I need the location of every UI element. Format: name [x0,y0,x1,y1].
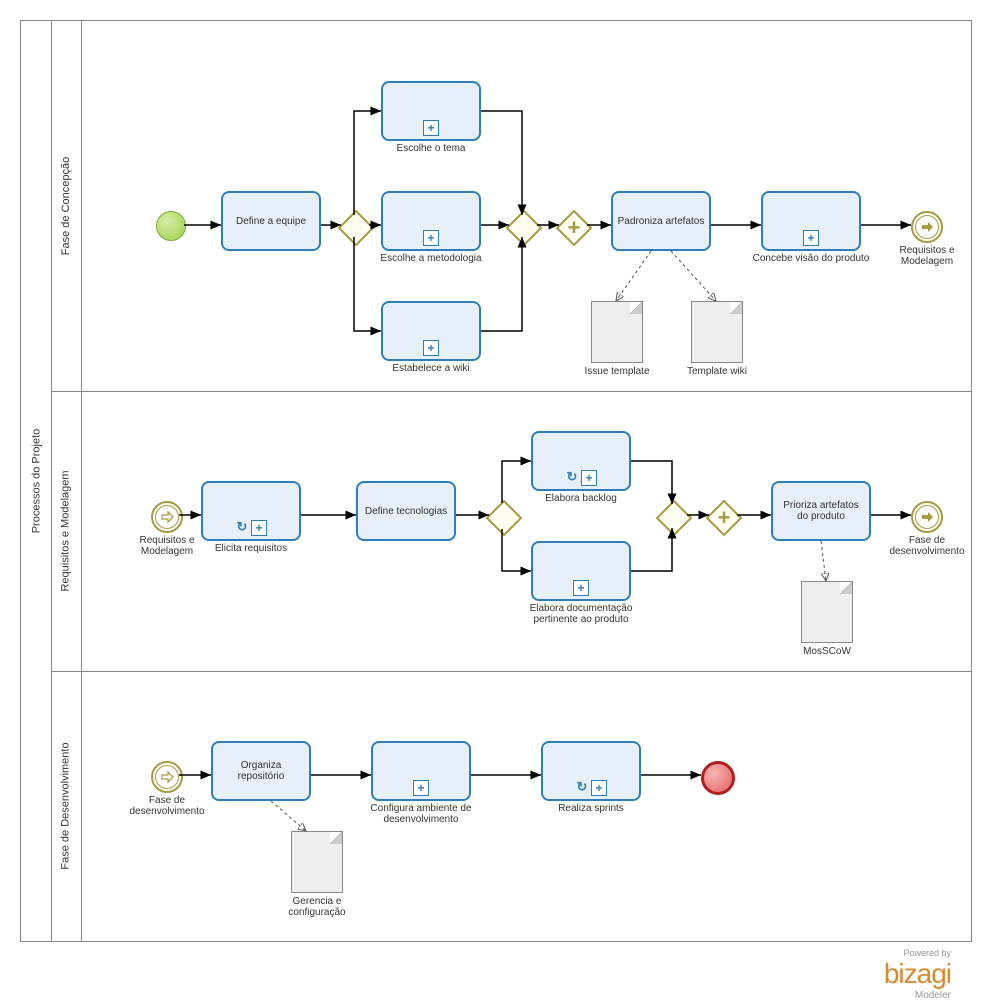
subprocess-marker-icon: + [803,230,819,246]
task-label: Define tecnologias [365,506,447,517]
lane-desenvolvimento: Fase de Desenvolvimento Fase de desenvol… [51,671,971,941]
gateway-split-2 [486,500,523,537]
data-object-issue-template: Issue template [591,301,643,363]
marker-group: ↻ + [565,470,597,486]
logo-brand-text: bizagi [884,958,951,990]
task-label: Realiza sprints [558,803,624,814]
event-label: Fase de desenvolvimento [127,795,207,817]
task-concebe-visao: + Concebe visão do produto [761,191,861,251]
lane-label-text-3: Fase de Desenvolvimento [60,742,72,869]
lane-label-concepcao: Fase de Concepção [51,21,82,391]
lane-label-desenvolvimento: Fase de Desenvolvimento [51,671,82,941]
task-organiza-repo: Organiza repositório [211,741,311,801]
bizagi-logo: Powered by bizagi Modeler [884,948,951,1001]
data-object-moscow: MosSCoW [801,581,853,643]
task-escolhe-metodologia: + Escolhe a metodologia [381,191,481,251]
pool-label: Processos do Projeto [21,21,52,941]
subprocess-marker-icon: + [423,340,439,356]
task-backlog: ↻ + Elabora backlog [531,431,631,491]
task-label: Elicita requisitos [215,543,287,554]
task-doc-produto: + Elabora documentação pertinente ao pro… [531,541,631,601]
gateway-parallel-1: + [556,210,593,247]
task-prioriza: Prioriza artefatos do produto [771,481,871,541]
task-padroniza: Padroniza artefatos [611,191,711,251]
event-label: Fase de desenvolvimento [887,535,967,557]
lane-requisitos: Requisitos e Modelagem Requisitos e Mode… [51,391,971,672]
subprocess-marker-icon: + [573,580,589,596]
subprocess-marker-icon: + [413,780,429,796]
task-label: Escolhe o tema [397,143,466,154]
loop-marker-icon: ↻ [565,470,579,484]
task-define-tecnologias: Define tecnologias [356,481,456,541]
data-object-template-wiki: Template wiki [691,301,743,363]
lane-label-requisitos: Requisitos e Modelagem [51,391,82,671]
lane-concepcao: Fase de Concepção Define a equipe + Esco… [51,21,971,392]
gateway-join-1 [506,210,543,247]
logo-powered-text: Powered by [884,948,951,958]
lane-content-1: Define a equipe + Escolhe o tema + Escol… [81,21,971,391]
gateway-split-1 [338,210,375,247]
lane-content-3: Fase de desenvolvimento Organiza reposit… [81,671,971,941]
task-label: Elabora documentação pertinente ao produ… [516,603,646,625]
lane-label-text-2: Requisitos e Modelagem [60,470,72,591]
link-throw-event-2: Fase de desenvolvimento [911,501,943,533]
link-catch-event-2: Requisitos e Modelagem [151,501,183,533]
task-sprints: ↻ + Realiza sprints [541,741,641,801]
marker-group: ↻ + [235,520,267,536]
task-label: Escolhe a metodologia [380,253,481,264]
lane-label-text-1: Fase de Concepção [60,157,72,255]
subprocess-marker-icon: + [423,230,439,246]
start-event [156,211,186,241]
flows-lane-3 [81,671,971,941]
task-label: Configura ambiente de desenvolvimento [356,803,486,825]
doc-label: Issue template [584,366,649,377]
task-label: Elabora backlog [545,493,617,504]
task-escolhe-tema: + Escolhe o tema [381,81,481,141]
event-label: Requisitos e Modelagem [127,535,207,557]
task-elicita: ↻ + Elicita requisitos [201,481,301,541]
task-label: Organiza repositório [217,760,305,782]
bpmn-diagram: Processos do Projeto Fase de Concepção D… [20,20,972,942]
task-config-ambiente: + Configura ambiente de desenvolvimento [371,741,471,801]
parallel-marker-icon: + [718,507,731,529]
gateway-parallel-2: + [706,500,743,537]
data-object-gerencia: Gerencia e configuração [291,831,343,893]
task-label: Define a equipe [236,216,306,227]
doc-label: Template wiki [687,366,747,377]
logo-modeler-text: Modeler [884,990,951,1001]
subprocess-marker-icon: + [591,780,607,796]
loop-marker-icon: ↻ [575,780,589,794]
subprocess-marker-icon: + [251,520,267,536]
lane-content-2: Requisitos e Modelagem ↻ + Elicita requi… [81,391,971,671]
event-label: Requisitos e Modelagem [887,245,967,267]
task-label: Prioriza artefatos do produto [777,500,865,522]
pool-label-text: Processos do Projeto [30,429,42,534]
task-estabelece-wiki: + Estabelece a wiki [381,301,481,361]
task-label: Estabelece a wiki [392,363,469,374]
subprocess-marker-icon: + [423,120,439,136]
parallel-marker-icon: + [568,217,581,239]
task-label: Concebe visão do produto [753,253,870,264]
doc-label: MosSCoW [803,646,851,657]
link-throw-event-1: Requisitos e Modelagem [911,211,943,243]
link-catch-event-3: Fase de desenvolvimento [151,761,183,793]
marker-group: ↻ + [575,780,607,796]
subprocess-marker-icon: + [581,470,597,486]
end-event [701,761,735,795]
task-label: Padroniza artefatos [618,216,705,227]
doc-label: Gerencia e configuração [277,896,357,918]
gateway-join-2 [656,500,693,537]
task-define-equipe: Define a equipe [221,191,321,251]
loop-marker-icon: ↻ [235,520,249,534]
